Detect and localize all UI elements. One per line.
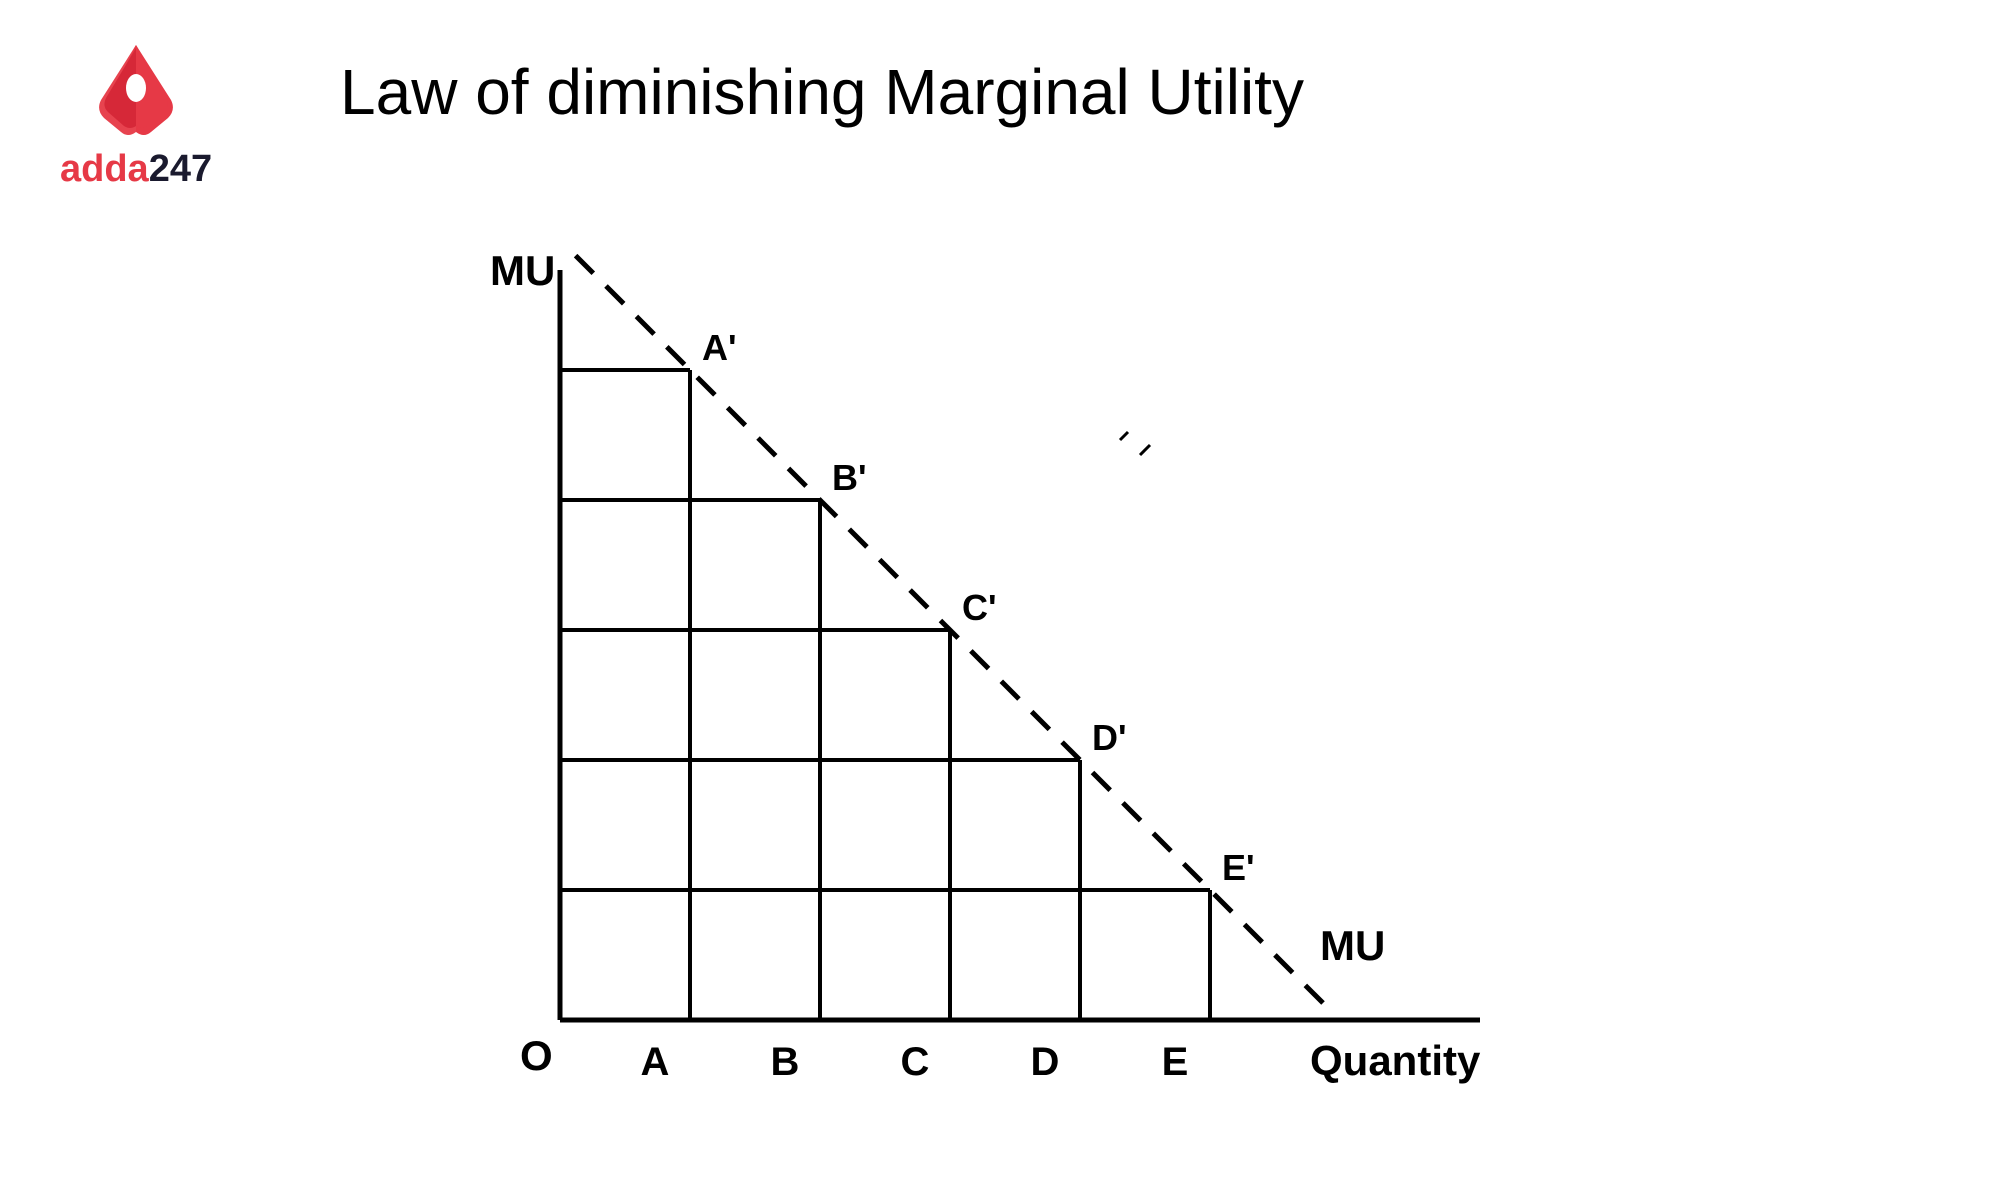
x-tick-c: C bbox=[901, 1040, 930, 1084]
adda-logo-icon bbox=[76, 40, 196, 140]
brand-logo: adda247 bbox=[60, 40, 212, 191]
brand-text: adda247 bbox=[60, 148, 212, 191]
chart-svg: MU O A' B' C' D' E' MU A B C D E Quantity bbox=[480, 240, 1580, 1140]
x-tick-d: D bbox=[1031, 1040, 1060, 1084]
x-tick-a: A bbox=[641, 1040, 670, 1084]
x-axis-label: Quantity bbox=[1310, 1037, 1481, 1084]
x-tick-b: B bbox=[771, 1040, 800, 1084]
decorative-marks bbox=[1120, 432, 1150, 455]
brand-name-primary: adda bbox=[60, 148, 149, 190]
point-label-a-prime: A' bbox=[702, 327, 737, 368]
x-tick-labels: A B C D E bbox=[641, 1040, 1189, 1084]
x-tick-e: E bbox=[1162, 1040, 1189, 1084]
brand-name-suffix: 247 bbox=[149, 148, 212, 190]
point-label-c-prime: C' bbox=[962, 587, 997, 628]
point-label-d-prime: D' bbox=[1092, 717, 1127, 758]
point-label-b-prime: B' bbox=[832, 457, 867, 498]
origin-label: O bbox=[520, 1032, 553, 1079]
curve-end-label: MU bbox=[1320, 922, 1385, 969]
y-axis-label: MU bbox=[490, 247, 555, 294]
point-labels-group: A' B' C' D' E' bbox=[702, 327, 1255, 888]
page-title: Law of diminishing Marginal Utility bbox=[340, 55, 1304, 129]
grid-bars bbox=[560, 370, 1210, 1020]
point-label-e-prime: E' bbox=[1222, 847, 1255, 888]
mu-chart: MU O A' B' C' D' E' MU A B C D E Quantity bbox=[480, 240, 1580, 1140]
